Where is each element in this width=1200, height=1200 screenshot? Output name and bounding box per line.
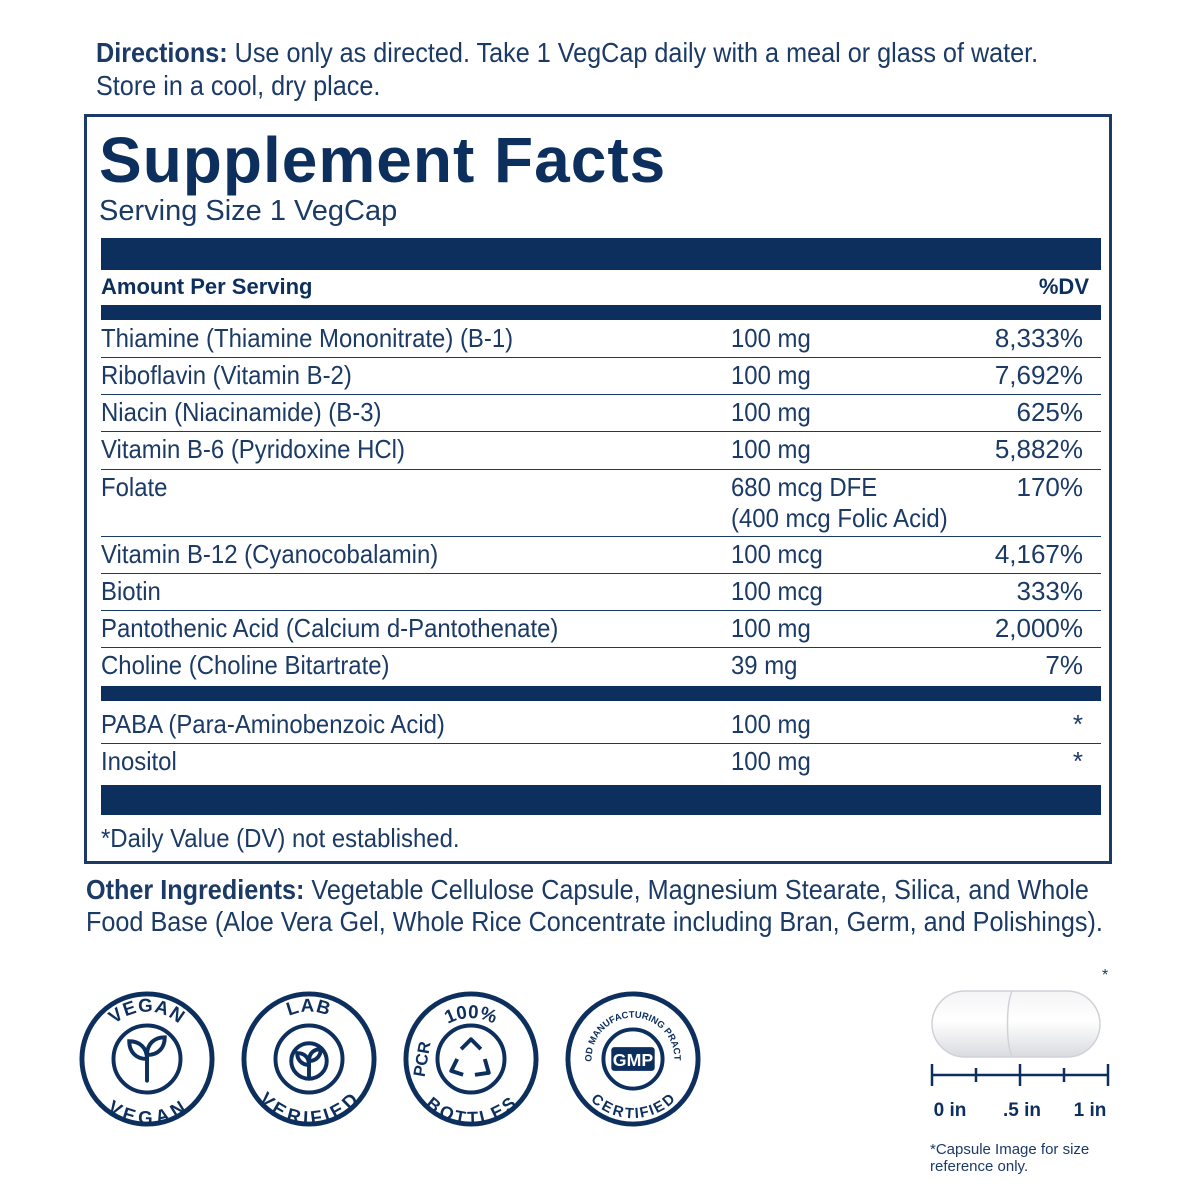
gmp-center-text: GMP <box>613 1050 654 1070</box>
nutrient-dv: 4,167% <box>994 539 1083 569</box>
nutrient-amount-primary: 100 mg <box>731 613 811 643</box>
nutrient-dv: * <box>1072 709 1083 739</box>
pcr-left-text: PCR <box>410 1040 435 1078</box>
dv-footnote: *Daily Value (DV) not established. <box>101 823 460 853</box>
pcr-bottles-badge: 100% PCR BOTTLES <box>403 991 539 1128</box>
nutrient-name: Vitamin B-6 (Pyridoxine HCl) <box>101 434 405 464</box>
nutrient-name: Niacin (Niacinamide) (B-3) <box>101 397 382 427</box>
nutrient-dv: * <box>1072 746 1083 776</box>
nutrient-amount: 100 mcg <box>731 539 823 570</box>
row-divider <box>101 573 1101 574</box>
row-divider <box>101 610 1101 611</box>
row-divider <box>101 431 1101 432</box>
scale-label-half: .5 in <box>1003 1100 1041 1121</box>
nutrient-amount-secondary: (400 mcg Folic Acid) <box>731 503 948 533</box>
nutrient-dv: 333% <box>1016 576 1084 606</box>
row-divider <box>101 647 1101 648</box>
nutrient-amount: 680 mcg DFE (400 mcg Folic Acid) <box>731 472 948 534</box>
nutrient-name: Vitamin B-12 (Cyanocobalamin) <box>101 539 439 569</box>
thick-bar-top <box>101 238 1101 270</box>
gmp-label-box <box>611 1047 655 1071</box>
lab-verified-badge: LAB VERIFIED <box>241 991 377 1128</box>
recycle-icon <box>449 1037 491 1077</box>
nutrient-dv: 7% <box>1045 650 1083 680</box>
nutrient-amount: 100 mg <box>731 709 811 739</box>
row-divider <box>101 394 1101 395</box>
nutrient-name: Biotin <box>101 576 161 606</box>
capsule-size-reference: 0 in .5 in 1 in <box>930 990 1110 1121</box>
svg-text:VEGAN: VEGAN <box>104 1096 189 1128</box>
nutrient-amount-primary: 100 mg <box>731 434 811 464</box>
vegan-badge: VEGAN VEGAN <box>79 991 215 1128</box>
lab-top-text: LAB <box>284 995 333 1020</box>
capsule-icon <box>931 990 1101 1058</box>
row-divider <box>101 743 1101 744</box>
row-divider <box>101 469 1101 470</box>
nutrient-dv: 2,000% <box>994 613 1083 643</box>
svg-text:LAB: LAB <box>284 995 334 1020</box>
flask-leaf-icon <box>289 1041 329 1081</box>
directions-body: Use only as directed. Take 1 VegCap dail… <box>96 37 1039 101</box>
nutrient-amount: 100 mg <box>731 746 811 776</box>
thick-bar-middle <box>101 686 1101 701</box>
row-divider <box>101 536 1101 537</box>
nutrient-dv: 8,333% <box>994 323 1083 353</box>
nutrient-amount-primary: 100 mg <box>731 360 811 390</box>
nutrient-amount: 100 mg <box>731 360 811 391</box>
nutrient-amount-primary: 100 mcg <box>731 539 823 569</box>
nutrient-amount-primary: 680 mcg DFE <box>731 472 878 502</box>
nutrient-name: PABA (Para-Aminobenzoic Acid) <box>101 709 445 739</box>
other-ingredients-label: Other Ingredients: <box>86 874 305 905</box>
dv-header: %DV <box>1038 274 1089 299</box>
supplement-facts-panel: Supplement Facts Serving Size 1 VegCap A… <box>84 114 1112 864</box>
nutrient-amount: 100 mcg <box>731 576 823 607</box>
nutrient-amount: 39 mg <box>731 650 797 681</box>
pcr-bottom-text: BOTTLES <box>422 1093 519 1128</box>
nutrient-amount-primary: 100 mg <box>731 397 811 427</box>
scale-label-0: 0 in <box>934 1100 967 1121</box>
nutrient-dv: 625% <box>1016 397 1084 427</box>
directions-text: Directions: Use only as directed. Take 1… <box>96 36 1104 102</box>
capsule-caption: *Capsule Image for size reference only. <box>930 1141 1090 1175</box>
sprout-icon <box>127 1035 167 1083</box>
nutrient-dv: 170% <box>1016 472 1084 502</box>
nutrient-name: Pantothenic Acid (Calcium d-Pantothenate… <box>101 613 559 643</box>
row-divider <box>101 357 1101 358</box>
nutrient-name: Riboflavin (Vitamin B-2) <box>101 360 352 390</box>
nutrient-amount: 100 mg <box>731 613 811 644</box>
size-ruler <box>930 1064 1110 1086</box>
amount-per-serving-header: Amount Per Serving <box>101 274 313 299</box>
capsule-asterisk: * <box>1102 967 1109 984</box>
panel-title: Supplement Facts <box>99 124 667 196</box>
nutrient-amount-primary: 100 mg <box>731 323 811 353</box>
thick-bar-bottom <box>101 785 1101 815</box>
gmp-badge: GOOD MANUFACTURING PRACTICE CERTIFIED GM… <box>564 990 701 1127</box>
nutrient-dv: 5,882% <box>994 434 1083 464</box>
nutrient-amount-primary: 39 mg <box>731 650 798 680</box>
other-ingredients-body: Vegetable Cellulose Capsule, Magnesium S… <box>86 874 1103 937</box>
nutrient-name: Inositol <box>101 746 177 776</box>
nutrient-amount: 100 mg <box>731 323 811 354</box>
other-ingredients: Other Ingredients: Vegetable Cellulose C… <box>86 874 1112 938</box>
nutrient-name: Folate <box>101 472 168 502</box>
nutrient-amount: 100 mg <box>731 434 811 465</box>
nutrient-name: Thiamine (Thiamine Mononitrate) (B-1) <box>101 323 514 353</box>
nutrient-amount-primary: 100 mcg <box>731 576 823 606</box>
thick-bar-header <box>101 305 1101 320</box>
nutrient-name: Choline (Choline Bitartrate) <box>101 650 390 680</box>
serving-size: Serving Size 1 VegCap <box>99 195 398 227</box>
scale-label-1: 1 in <box>1074 1100 1107 1121</box>
directions-label: Directions: <box>96 37 228 68</box>
svg-text:BOTTLES: BOTTLES <box>422 1093 519 1128</box>
nutrient-amount: 100 mg <box>731 397 811 428</box>
vegan-bottom-text: VEGAN <box>104 1096 188 1128</box>
nutrient-dv: 7,692% <box>994 360 1083 390</box>
